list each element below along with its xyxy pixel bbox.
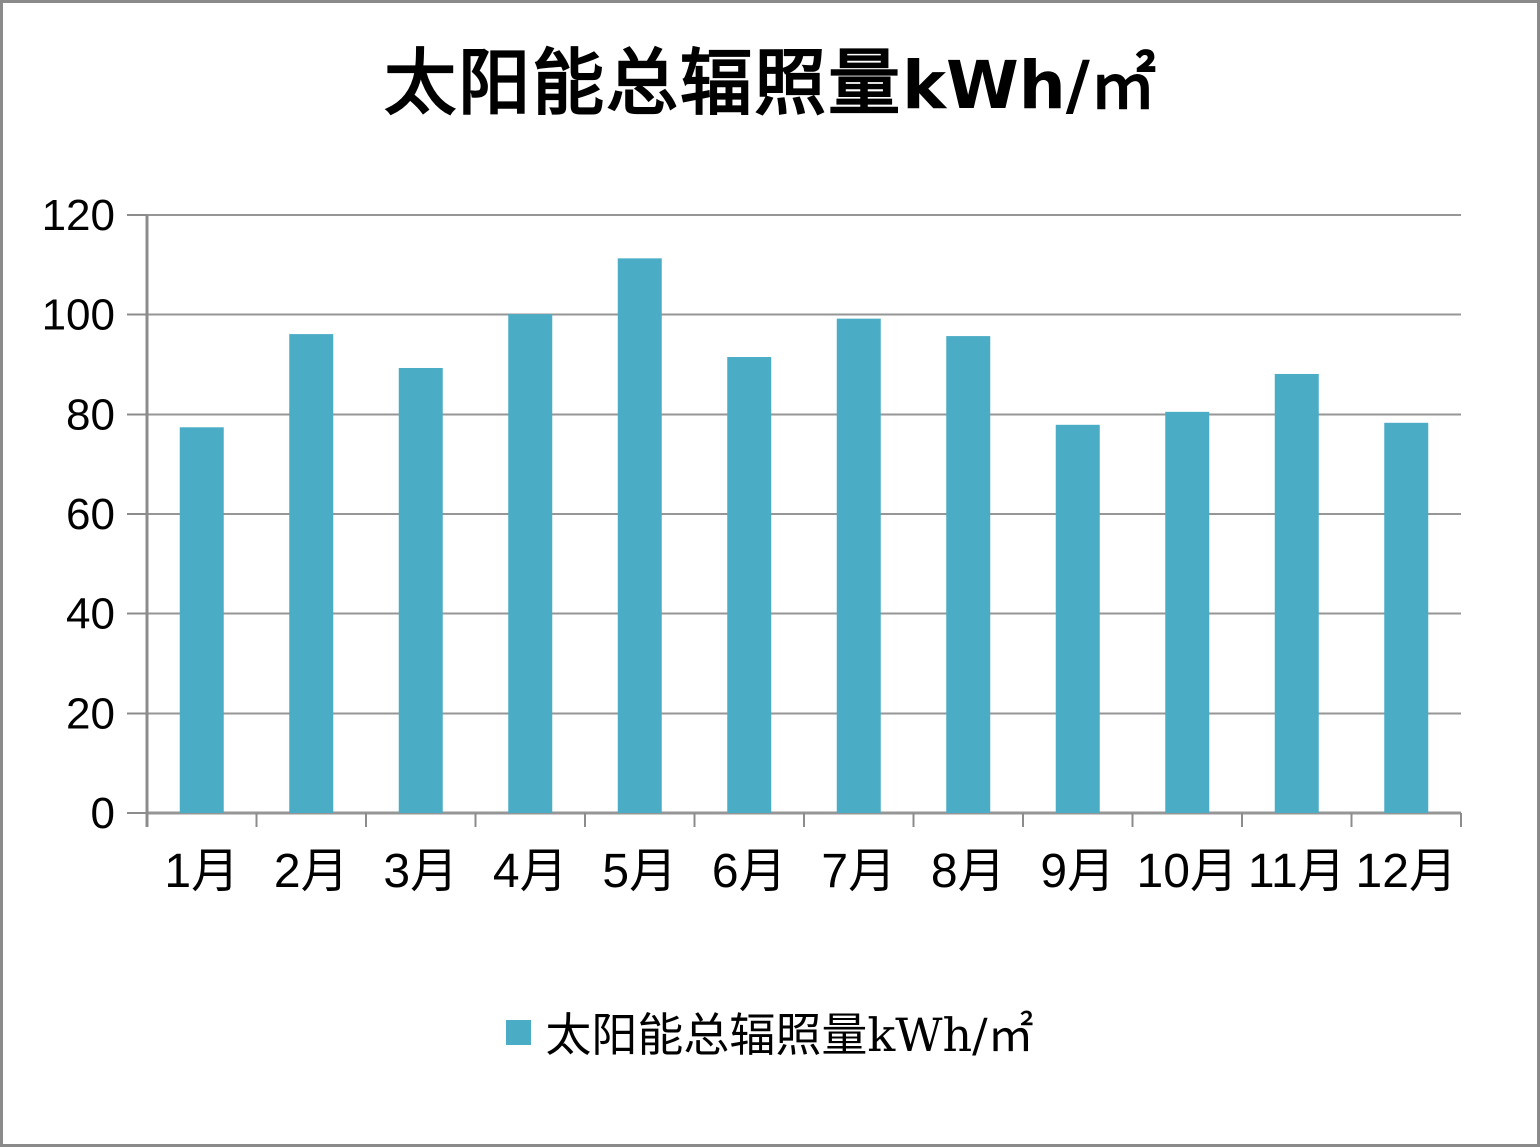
x-axis-label: 9月 — [1040, 845, 1115, 898]
y-axis-label: 120 — [42, 191, 115, 240]
bar — [836, 318, 881, 813]
bar-chart: 0 20 40 60 80 100 120 1月 2月 3月 4月 5月 6月 7月 8月 9月 10月 11月 1… — [42, 191, 1462, 898]
x-axis-label: 6月 — [712, 845, 787, 898]
chart-title-text: 太阳能总辐照量 — [384, 40, 903, 125]
chart-title-unit: kWh/㎡ — [902, 47, 1156, 124]
y-axis-label: 100 — [42, 291, 115, 340]
bar — [179, 427, 224, 813]
y-axis-label: 0 — [91, 789, 115, 838]
bar — [617, 258, 662, 813]
x-axis-label: 2月 — [274, 845, 349, 898]
bar — [1165, 411, 1210, 813]
y-axis-label: 20 — [66, 689, 115, 738]
x-axis-label: 10月 — [1137, 845, 1238, 898]
x-axis-label: 11月 — [1248, 845, 1346, 898]
bar — [1055, 424, 1100, 813]
x-axis-label: 8月 — [931, 845, 1006, 898]
bar — [289, 334, 334, 813]
y-axis-label: 40 — [66, 590, 115, 639]
x-axis-label: 5月 — [602, 845, 677, 898]
legend-label: 太阳能总辐照量kWh/㎡ — [545, 1008, 1034, 1062]
bar — [946, 336, 991, 813]
y-axis-label: 80 — [66, 390, 115, 439]
x-axis-label: 12月 — [1356, 845, 1457, 898]
bar — [1274, 373, 1319, 813]
y-axis-label: 60 — [66, 490, 115, 539]
x-axis-label: 7月 — [821, 845, 896, 898]
x-axis-label: 4月 — [493, 845, 568, 898]
bar — [727, 357, 772, 813]
x-axis-label: 1月 — [164, 845, 239, 898]
bar — [508, 314, 553, 813]
chart-title: 太阳能总辐照量kWh/㎡ — [3, 43, 1537, 123]
legend: 太阳能总辐照量kWh/㎡ — [3, 999, 1537, 1065]
bar — [1384, 422, 1429, 813]
x-axis-label: 3月 — [383, 845, 458, 898]
legend-swatch-icon — [506, 1019, 532, 1045]
bar — [398, 367, 443, 813]
